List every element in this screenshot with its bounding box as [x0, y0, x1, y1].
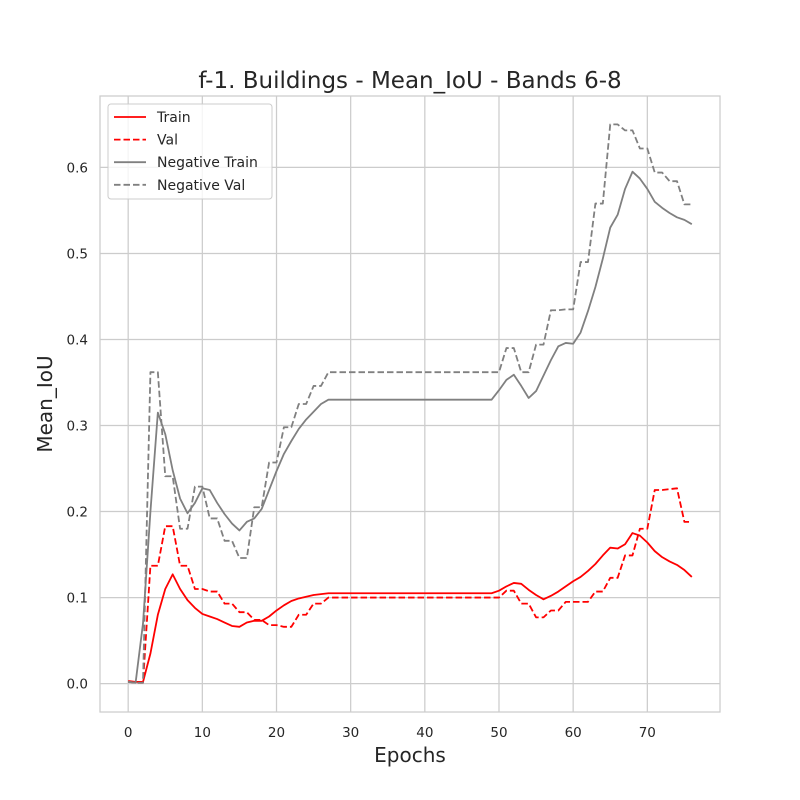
x-tick-label: 10 [194, 725, 211, 741]
y-tick-label: 0.6 [67, 160, 88, 176]
legend-label: Negative Train [157, 155, 258, 171]
series-line-train [128, 532, 693, 683]
x-axis-ticks: 0 10 20 30 40 50 60 70 [124, 725, 656, 741]
series-line-negative-val [128, 123, 692, 684]
x-tick-label: 20 [268, 725, 285, 741]
series-line-negative-train [128, 170, 693, 684]
legend: Train Val Negative Train Negative Val [107, 103, 273, 200]
x-tick-label: 60 [565, 725, 582, 741]
x-tick-label: 0 [124, 725, 133, 741]
legend-box [107, 103, 273, 200]
plot-frame [99, 95, 721, 713]
legend-label: Val [157, 133, 178, 149]
y-tick-label: 0.2 [67, 505, 88, 521]
y-tick-label: 0.4 [67, 332, 88, 348]
x-tick-label: 40 [416, 725, 433, 741]
x-tick-label: 30 [342, 725, 359, 741]
y-tick-label: 0.5 [67, 246, 88, 262]
legend-label: Train [156, 110, 191, 126]
y-axis-ticks: 0.0 0.1 0.2 0.3 0.4 0.5 0.6 [67, 160, 88, 692]
chart-title: f-1. Buildings - Mean_IoU - Bands 6-8 [198, 68, 621, 94]
series-layer [128, 123, 693, 684]
x-axis-label: Epochs [374, 743, 446, 767]
y-axis-label: Mean_IoU [33, 355, 57, 452]
series-line-val [128, 487, 692, 684]
legend-label: Negative Val [157, 178, 245, 194]
x-tick-label: 50 [490, 725, 507, 741]
x-tick-label: 70 [639, 725, 656, 741]
y-tick-label: 0.1 [67, 591, 88, 607]
y-tick-label: 0.0 [67, 677, 88, 693]
y-tick-label: 0.3 [67, 419, 88, 435]
